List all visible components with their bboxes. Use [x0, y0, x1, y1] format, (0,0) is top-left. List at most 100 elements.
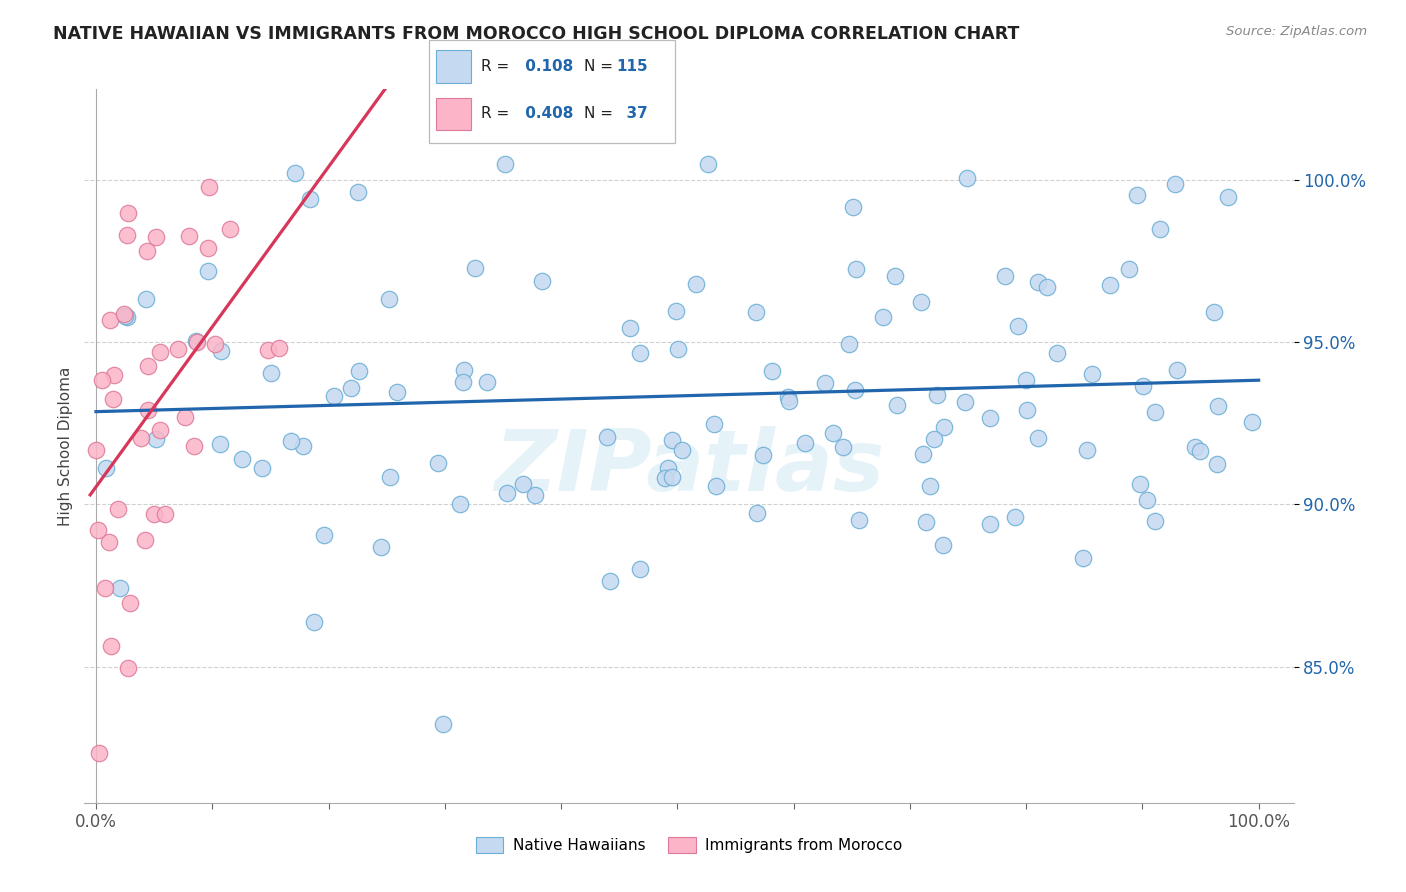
Point: [120, 596, 142, 610]
Point: [167, 342, 190, 356]
Point: [298, 192, 321, 206]
Point: [661, 433, 683, 447]
Point: [174, 409, 197, 424]
Point: [112, 308, 135, 322]
Text: 115: 115: [616, 59, 647, 74]
Point: [920, 479, 942, 493]
Point: [186, 334, 208, 349]
Point: [84, 442, 107, 457]
Point: [1164, 178, 1187, 192]
Point: [451, 376, 474, 390]
Point: [927, 387, 949, 401]
Point: [745, 304, 768, 318]
Point: [793, 436, 815, 450]
Point: [231, 452, 253, 467]
Point: [269, 341, 291, 355]
Point: [1129, 477, 1152, 491]
FancyBboxPatch shape: [429, 40, 675, 143]
Point: [135, 292, 157, 306]
Point: [832, 440, 855, 454]
Point: [778, 393, 800, 408]
Point: [1076, 443, 1098, 458]
Point: [136, 403, 159, 417]
Point: [349, 364, 371, 378]
Point: [204, 337, 226, 351]
Point: [1216, 190, 1239, 204]
Point: [131, 431, 153, 445]
Point: [872, 310, 894, 324]
Point: [347, 186, 370, 200]
Text: 0.108: 0.108: [520, 59, 574, 74]
Point: [494, 157, 516, 171]
Point: [1071, 550, 1094, 565]
Point: [94, 460, 117, 475]
Point: [628, 345, 651, 359]
Point: [117, 205, 139, 219]
Point: [114, 310, 136, 324]
Point: [661, 470, 683, 484]
Point: [153, 507, 176, 521]
Point: [370, 540, 392, 554]
Point: [979, 517, 1001, 532]
Point: [1144, 405, 1167, 419]
Point: [628, 562, 651, 576]
Point: [209, 344, 232, 359]
Point: [1081, 367, 1104, 381]
Point: [304, 615, 326, 630]
Point: [703, 417, 725, 432]
Point: [177, 228, 200, 243]
Point: [149, 424, 172, 438]
Text: N =: N =: [583, 59, 617, 74]
Text: NATIVE HAWAIIAN VS IMMIGRANTS FROM MOROCCO HIGH SCHOOL DIPLOMA CORRELATION CHART: NATIVE HAWAIIAN VS IMMIGRANTS FROM MOROC…: [53, 25, 1019, 43]
Text: 37: 37: [616, 106, 648, 121]
Point: [1166, 362, 1188, 376]
Point: [685, 277, 707, 292]
Point: [256, 343, 278, 357]
Point: [931, 538, 953, 552]
Point: [117, 661, 139, 675]
Point: [280, 434, 302, 448]
Point: [671, 442, 693, 457]
Point: [143, 507, 166, 521]
Text: R =: R =: [481, 59, 513, 74]
Point: [1132, 379, 1154, 393]
Point: [657, 460, 679, 475]
Text: 0.408: 0.408: [520, 106, 574, 121]
Text: ZIPatlas: ZIPatlas: [494, 425, 884, 509]
Point: [823, 426, 845, 441]
Point: [838, 337, 860, 351]
Point: [761, 364, 783, 378]
Point: [1007, 319, 1029, 334]
Text: R =: R =: [481, 106, 513, 121]
Point: [910, 294, 932, 309]
Point: [1206, 457, 1229, 471]
Point: [523, 488, 546, 502]
Point: [197, 241, 219, 255]
Point: [136, 244, 159, 258]
Point: [1189, 444, 1212, 458]
Point: [778, 390, 800, 404]
Point: [619, 320, 641, 334]
Point: [90, 373, 112, 387]
Point: [322, 389, 344, 403]
Point: [1125, 188, 1147, 202]
Point: [385, 384, 408, 399]
Point: [654, 470, 676, 484]
Point: [922, 432, 945, 446]
Point: [1046, 345, 1069, 359]
Point: [599, 574, 621, 589]
Point: [197, 264, 219, 278]
Point: [848, 513, 870, 527]
Point: [1143, 514, 1166, 528]
Point: [814, 376, 837, 391]
Point: [915, 515, 938, 529]
Point: [752, 448, 775, 462]
Point: [665, 303, 688, 318]
Point: [1004, 509, 1026, 524]
Point: [103, 392, 125, 406]
Point: [149, 344, 172, 359]
Point: [259, 366, 281, 380]
Point: [89, 747, 111, 761]
Point: [704, 479, 727, 493]
Point: [745, 506, 768, 520]
